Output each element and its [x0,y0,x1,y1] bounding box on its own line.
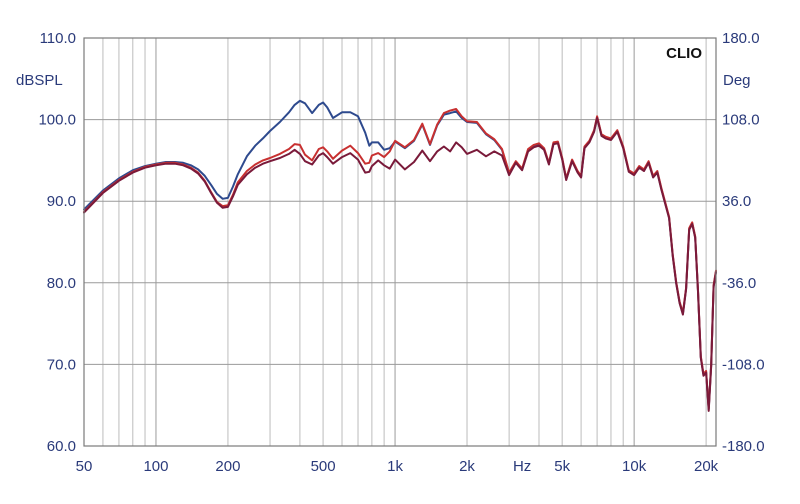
series-group [83,99,717,412]
grid [83,37,716,447]
x-tick-label: 1k [387,458,403,475]
y-tick-label: 70.0 [47,356,76,373]
series-line-1 [83,99,717,411]
plot-frame [83,37,717,447]
x-tick-label: 50 [76,458,93,475]
y-axis-label-right: Deg [723,72,751,89]
tick-labels: 110.0 100.0 90.0 80.0 70.0 60.0 180.0 108.0 36.0… [38,30,764,475]
x-tick-label: Hz [513,458,531,475]
brand-label: CLIO [666,45,702,62]
x-tick-label: 2k [459,458,475,475]
y2-tick-label: -108.0 [722,356,765,373]
y-tick-label: 90.0 [47,193,76,210]
x-tick-label: 500 [311,458,336,475]
y2-tick-label: 180.0 [722,30,760,47]
y2-tick-label: 36.0 [722,193,751,210]
y-tick-label: 110.0 [40,30,76,47]
x-tick-label: 20k [694,458,719,475]
y-tick-label: 100.0 [38,112,76,129]
y2-tick-label: -180.0 [722,438,765,455]
x-tick-label: 100 [143,458,168,475]
series-line-3 [83,117,717,412]
x-tick-label: 10k [622,458,647,475]
y-tick-label: 60.0 [47,438,76,455]
series-line-2 [83,108,717,410]
x-tick-label: 200 [215,458,240,475]
y-axis-label-left: dBSPL [16,72,63,89]
y-tick-label: 80.0 [47,275,76,292]
y2-tick-label: 108.0 [722,112,760,129]
x-tick-label: 5k [554,458,570,475]
y2-tick-label: -36.0 [722,275,756,292]
